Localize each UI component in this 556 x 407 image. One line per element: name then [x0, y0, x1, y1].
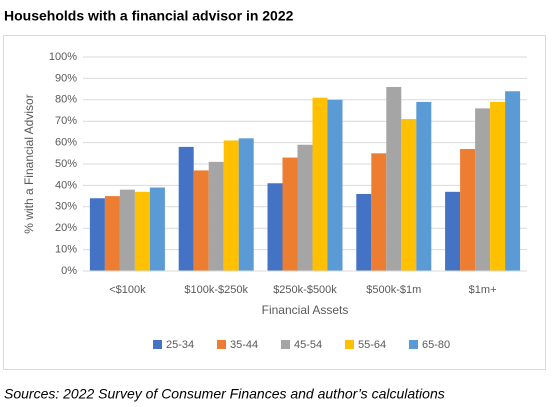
x-tick-label: $250k-$500k	[273, 284, 337, 296]
y-tick-label: 80%	[55, 94, 77, 106]
y-tick-label: 0%	[61, 265, 77, 277]
bar	[312, 97, 328, 271]
legend-label: 25-34	[166, 339, 194, 351]
bar	[223, 140, 239, 271]
bar	[505, 91, 521, 272]
bar	[490, 101, 506, 271]
bar	[149, 187, 165, 271]
bar	[267, 183, 283, 271]
bar	[104, 196, 120, 271]
source-note: Sources: 2022 Survey of Consumer Finance…	[4, 386, 445, 402]
bar	[193, 170, 209, 271]
bar	[460, 149, 476, 271]
legend-label: 45-54	[294, 339, 322, 351]
bar	[238, 138, 254, 271]
bar	[297, 144, 313, 271]
bar	[282, 157, 298, 271]
y-tick-label: 40%	[55, 179, 77, 191]
bar	[327, 99, 343, 271]
legend-label: 55-64	[358, 339, 386, 351]
x-axis-title: Financial Assets	[262, 303, 349, 317]
y-tick-label: 30%	[55, 201, 77, 213]
y-tick-label: 50%	[55, 158, 77, 170]
legend-label: 35-44	[230, 339, 258, 351]
x-tick-label: $100k-$250k	[184, 284, 248, 296]
chart-border	[3, 35, 546, 370]
y-tick-label: 70%	[55, 115, 77, 127]
bar	[401, 119, 417, 271]
bar	[89, 198, 105, 271]
legend-swatch	[153, 340, 162, 349]
x-tick-label: $500k-$1m	[366, 284, 421, 296]
y-tick-label: 20%	[55, 222, 77, 234]
x-tick-label: $1m+	[469, 284, 497, 296]
chart-title: Households with a financial advisor in 2…	[4, 8, 294, 24]
legend-swatch	[345, 340, 354, 349]
bar	[445, 191, 461, 271]
bar	[119, 189, 135, 271]
y-tick-label: 10%	[55, 244, 77, 256]
y-axis-title: % with a Financial Advisor	[22, 94, 36, 233]
bar	[134, 191, 150, 271]
legend-swatch	[281, 340, 290, 349]
y-tick-label: 60%	[55, 137, 77, 149]
y-tick-label: 100%	[49, 51, 77, 63]
bar	[371, 153, 387, 271]
bar	[178, 146, 194, 271]
x-tick-label: <$100k	[109, 284, 146, 296]
bar	[356, 193, 372, 271]
bar	[208, 161, 224, 271]
legend-swatch	[217, 340, 226, 349]
legend-swatch	[409, 340, 418, 349]
bar	[386, 86, 402, 272]
bar	[475, 108, 491, 271]
y-tick-label: 90%	[55, 72, 77, 84]
legend-label: 65-80	[422, 339, 450, 351]
bar	[416, 101, 432, 271]
